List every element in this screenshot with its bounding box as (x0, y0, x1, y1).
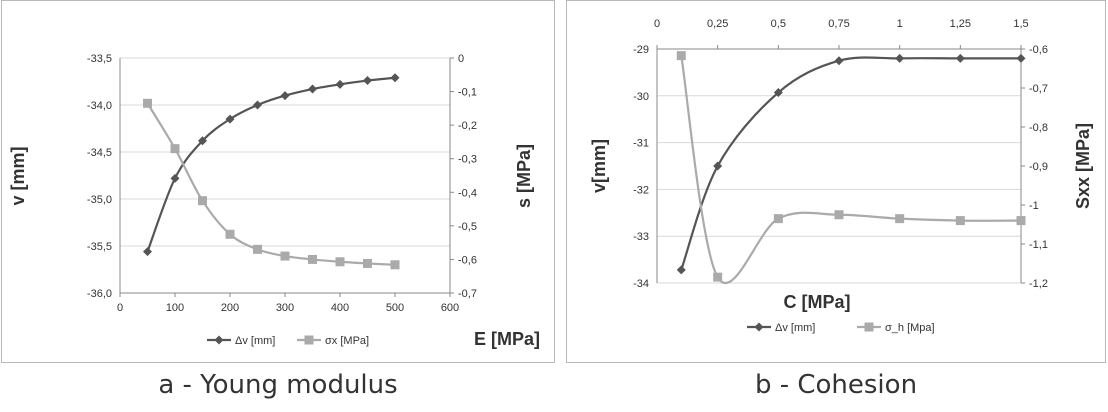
x-tick-label: 500 (386, 302, 404, 314)
x-tick-label: 400 (331, 302, 349, 314)
data-point (170, 173, 180, 183)
x-tick-label: 0,25 (707, 18, 728, 30)
x-tick-label: 0 (654, 18, 660, 30)
data-point (335, 257, 345, 267)
data-point (773, 88, 783, 98)
series-line (146, 102, 396, 266)
y2-tick-label: -0,1 (458, 87, 477, 99)
y2-tick-label: -0,3 (458, 154, 477, 166)
data-point (895, 53, 905, 63)
data-point (1016, 216, 1026, 226)
data-point (225, 114, 235, 124)
y2-tick-label: -1,2 (1029, 278, 1048, 290)
y2-tick-label: -0,2 (458, 120, 477, 132)
data-point (1016, 53, 1026, 63)
y-tick-label: -34 (633, 278, 649, 290)
chart-panel-cohesion: -34 -33 -32 -31 -30 -29 -1,2 -1,1 -1 -0,9 -0,8 -0,7… (566, 0, 1106, 363)
y-tick-label: -35,5 (87, 241, 112, 253)
y2-tick-label: -0,4 (458, 187, 477, 199)
chart-young-modulus: -36,0 -35,5 -35,0 -34,5 -34,0 -33,5 -0,7 -0,6 -0… (8, 53, 540, 349)
y2-tick-label: -0,7 (458, 288, 477, 300)
data-point (198, 196, 207, 206)
legend-marker (304, 335, 314, 345)
y-tick-label: -30 (633, 91, 649, 103)
data-point (676, 265, 686, 275)
chart-panel-young-modulus: -36,0 -35,5 -35,0 -34,5 -34,0 -33,5 -0,7 -0,6 -0… (1, 0, 555, 363)
data-point (253, 244, 262, 254)
y2-tick-label: -0,5 (458, 221, 477, 233)
data-point (308, 84, 317, 94)
x-tick-label: 100 (166, 302, 184, 314)
x-tick-label: 300 (276, 302, 294, 314)
x-tick-label: 1 (897, 18, 903, 30)
legend-label: Δv [mm] (775, 322, 815, 334)
x-axis-title: E [MPa] (474, 329, 540, 349)
x-tick-label: 0 (117, 302, 123, 314)
caption-cohesion: b - Cohesion (754, 370, 918, 400)
series-line (146, 76, 396, 253)
y2-axis-title: s [MPa] (514, 144, 534, 208)
data-point (170, 144, 180, 154)
legend-marker (864, 322, 874, 332)
y-tick-label: -36,0 (87, 288, 112, 300)
series-line (680, 56, 1021, 271)
data-point (280, 91, 290, 101)
legend-marker (214, 335, 224, 345)
legend-label: Δv [mm] (235, 335, 275, 347)
data-point (335, 79, 345, 89)
x-tick-label: 1,5 (1013, 18, 1028, 30)
y-tick-label: -32 (633, 184, 649, 196)
data-point (390, 73, 400, 83)
data-point (363, 76, 372, 86)
x-tick-label: 0,5 (771, 18, 786, 30)
series-line (680, 55, 1022, 285)
data-point (308, 254, 317, 264)
y-tick-label: -33 (633, 231, 649, 243)
y2-axis-title: Sxx [MPa] (1073, 123, 1093, 209)
data-point (676, 51, 686, 61)
x-tick-label: 600 (441, 302, 459, 314)
x-axis-title: C [MPa] (784, 292, 851, 312)
x-tick-label: 0,75 (828, 18, 849, 30)
legend-label: σ_h [Mpa] (885, 322, 935, 334)
data-point (363, 258, 372, 268)
legend-marker (754, 322, 764, 332)
y-tick-label: -33,5 (87, 53, 112, 65)
data-point (198, 136, 207, 146)
data-point (143, 247, 152, 257)
x-tick-label: 200 (221, 302, 239, 314)
y-tick-label: -31 (633, 138, 649, 150)
data-point (713, 272, 723, 282)
legend-label: σx [MPa] (325, 335, 369, 347)
data-point (713, 161, 723, 171)
data-point (773, 214, 783, 224)
y2-tick-label: -0,8 (1029, 122, 1048, 134)
data-point (955, 216, 965, 226)
y-tick-label: -34,0 (87, 100, 112, 112)
data-point (834, 56, 844, 66)
y2-tick-label: -0,6 (458, 254, 477, 266)
y-tick-label: -34,5 (87, 147, 112, 159)
y2-tick-label: -0,7 (1029, 83, 1048, 95)
y-axis-title: v [mm] (8, 146, 28, 205)
data-point (895, 214, 905, 224)
y2-tick-label: -0,9 (1029, 161, 1048, 173)
y2-tick-label: -0,6 (1029, 44, 1048, 56)
y2-tick-label: -1 (1029, 200, 1039, 212)
chart-cohesion: -34 -33 -32 -31 -30 -29 -1,2 -1,1 -1 -0,9 -0,8 -0,7… (589, 18, 1093, 334)
y-tick-label: -35,0 (87, 194, 112, 206)
data-point (225, 229, 235, 239)
data-point (253, 100, 262, 110)
x-tick-label: 1,25 (950, 18, 971, 30)
data-point (143, 98, 152, 108)
y2-tick-label: -1,1 (1029, 239, 1048, 251)
y-tick-label: -29 (633, 44, 649, 56)
data-point (390, 260, 400, 270)
data-point (280, 251, 290, 261)
data-point (834, 210, 844, 220)
y-axis-title: v[mm] (589, 139, 609, 193)
caption-young-modulus: a - Young modulus (158, 370, 398, 400)
y2-tick-label: 0 (458, 53, 464, 65)
data-point (955, 53, 965, 63)
